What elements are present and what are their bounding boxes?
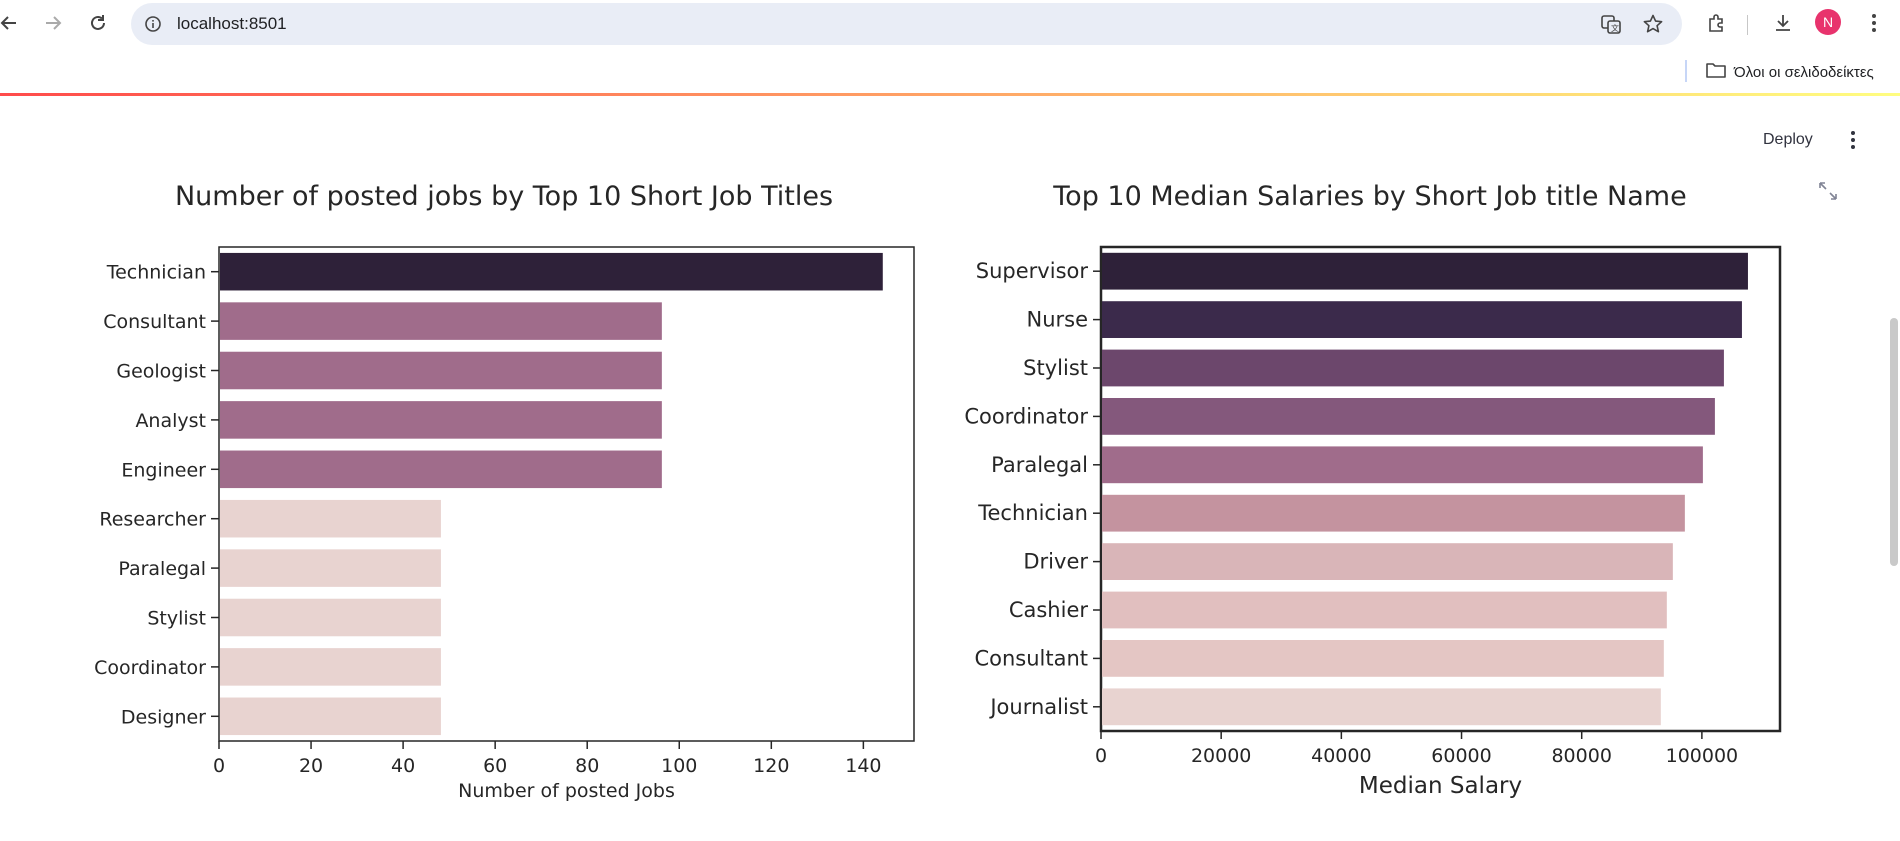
salary-xtick-label: 80000	[1551, 745, 1611, 767]
jobs-bar-researcher	[220, 499, 441, 538]
jobs-category-label: Stylist	[147, 608, 206, 630]
jobs-category-label: Analyst	[135, 410, 206, 432]
jobs-category-label: Designer	[121, 706, 206, 728]
page-scrollbar[interactable]	[1890, 318, 1898, 566]
salary-category-label: Supervisor	[976, 259, 1089, 283]
salary-bar-stylist	[1102, 349, 1724, 387]
browser-toolbar: localhost:8501 文 N	[0, 0, 1900, 45]
forward-arrow-icon[interactable]	[38, 8, 68, 38]
salary-bar-cashier	[1102, 591, 1667, 629]
salary-category-label: Paralegal	[991, 453, 1088, 477]
salary-category-label: Journalist	[988, 695, 1088, 719]
jobs-bar-stylist	[220, 598, 441, 637]
jobs-chart-title: Number of posted jobs by Top 10 Short Jo…	[175, 181, 833, 212]
jobs-count-chart-svg: Number of posted jobs by Top 10 Short Jo…	[94, 181, 915, 802]
jobs-category-label: Engineer	[121, 459, 206, 481]
jobs-bar-coordinator	[220, 648, 441, 686]
salary-bar-nurse	[1102, 301, 1742, 338]
jobs-category-label: Technician	[106, 262, 206, 284]
fullscreen-expand-icon[interactable]	[1815, 178, 1841, 204]
salary-plot-frame	[1099, 245, 1782, 733]
salary-chart-title: Top 10 Median Salaries by Short Job titl…	[1052, 181, 1686, 212]
site-info-icon[interactable]	[140, 11, 166, 37]
jobs-bar-geologist	[220, 351, 662, 390]
salary-category-label: Coordinator	[964, 404, 1088, 428]
salary-bar-technician	[1102, 494, 1685, 532]
reload-icon[interactable]	[83, 8, 113, 38]
jobs-bar-technician	[220, 252, 883, 291]
salary-bar-consultant	[1102, 640, 1664, 677]
jobs-xtick-label: 60	[483, 755, 507, 777]
median-salary-chart: Top 10 Median Salaries by Short Job titl…	[940, 170, 1820, 814]
jobs-plot-frame	[218, 246, 915, 742]
salary-category-label: Stylist	[1023, 356, 1088, 380]
bookmarks-divider	[1685, 60, 1687, 82]
jobs-xtick-label: 80	[575, 755, 599, 777]
salary-xtick-label: 60000	[1431, 745, 1491, 767]
jobs-xtick-label: 40	[391, 755, 415, 777]
address-bar[interactable]: localhost:8501 文	[131, 3, 1682, 45]
jobs-bar-paralegal	[220, 549, 441, 587]
jobs-category-label: Paralegal	[118, 558, 206, 580]
salary-bar-coordinator	[1102, 398, 1715, 435]
salary-category-label: Driver	[1023, 550, 1088, 574]
salary-xtick-label: 0	[1095, 745, 1107, 767]
salary-xtick-label: 100000	[1666, 745, 1739, 767]
jobs-category-label: Researcher	[99, 509, 206, 531]
salary-category-label: Cashier	[1009, 598, 1089, 622]
median-salary-chart-svg: Top 10 Median Salaries by Short Job titl…	[964, 181, 1782, 799]
salary-x-axis-label: Median Salary	[1359, 773, 1522, 799]
salary-bar-supervisor	[1102, 252, 1748, 290]
jobs-category-label: Consultant	[103, 311, 206, 333]
back-arrow-icon[interactable]	[0, 8, 24, 38]
jobs-xtick-label: 120	[753, 755, 789, 777]
svg-text:文: 文	[1611, 23, 1619, 33]
jobs-xtick-label: 140	[845, 755, 881, 777]
jobs-xtick-label: 100	[661, 755, 697, 777]
salary-category-label: Technician	[977, 501, 1088, 525]
bookmarks-bar: Όλοι οι σελιδοδείκτες	[0, 45, 1900, 90]
jobs-bar-analyst	[220, 401, 662, 439]
extensions-icon[interactable]	[1702, 8, 1732, 38]
salary-xtick-label: 20000	[1191, 745, 1251, 767]
profile-avatar[interactable]: N	[1815, 9, 1841, 35]
jobs-count-chart: Number of posted jobs by Top 10 Short Jo…	[0, 170, 940, 814]
jobs-bar-consultant	[220, 302, 662, 340]
jobs-category-label: Geologist	[116, 361, 206, 383]
all-bookmarks-label: Όλοι οι σελιδοδείκτες	[1734, 63, 1874, 81]
download-icon[interactable]	[1768, 8, 1798, 38]
jobs-category-label: Coordinator	[94, 657, 206, 679]
toolbar-divider	[1747, 15, 1748, 35]
jobs-x-axis-label: Number of posted Jobs	[458, 780, 675, 802]
salary-bar-paralegal	[1102, 446, 1703, 484]
translate-icon[interactable]: 文	[1598, 11, 1624, 37]
folder-icon	[1706, 62, 1726, 82]
salary-bar-journalist	[1102, 688, 1661, 726]
jobs-bar-designer	[220, 697, 441, 736]
all-bookmarks-folder[interactable]: Όλοι οι σελιδοδείκτες	[1706, 59, 1874, 85]
url-text[interactable]: localhost:8501	[177, 14, 287, 33]
jobs-xtick-label: 20	[299, 755, 323, 777]
deploy-button[interactable]: Deploy	[1763, 131, 1813, 148]
app-menu-icon[interactable]	[1838, 125, 1868, 155]
star-icon[interactable]	[1640, 11, 1666, 37]
jobs-bar-engineer	[220, 450, 662, 489]
salary-xtick-label: 40000	[1311, 745, 1371, 767]
salary-category-label: Consultant	[974, 646, 1088, 670]
salary-category-label: Nurse	[1026, 308, 1088, 332]
salary-bar-driver	[1102, 543, 1673, 580]
header-decoration-bar	[0, 93, 1900, 96]
menu-kebab-icon[interactable]	[1859, 8, 1889, 38]
jobs-xtick-label: 0	[213, 755, 225, 777]
